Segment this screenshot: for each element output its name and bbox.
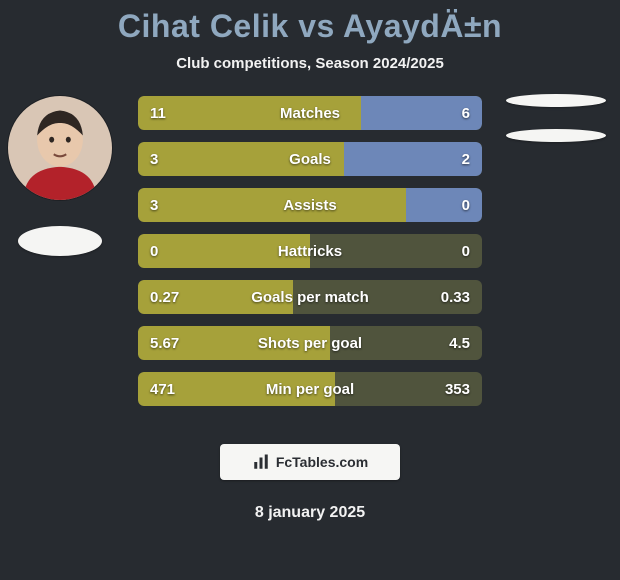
stat-row: 11 Matches 6 [138, 96, 482, 130]
branding-badge: FcTables.com [220, 444, 400, 480]
stat-row: 0.27 Goals per match 0.33 [138, 280, 482, 314]
stats-area: 11 Matches 6 3 Goals 2 3 Assists 0 0 Hattricks 0 0.2… [0, 96, 620, 416]
stat-value-left: 5.67 [150, 335, 179, 352]
stat-label: Goals per match [251, 289, 369, 306]
stat-value-right: 353 [445, 381, 470, 398]
stat-label: Matches [280, 105, 340, 122]
stat-value-right: 6 [462, 105, 470, 122]
flag-player-1 [18, 226, 102, 256]
stat-value-left: 3 [150, 197, 158, 214]
stat-label: Goals [289, 151, 331, 168]
stat-bars: 11 Matches 6 3 Goals 2 3 Assists 0 0 Hattricks 0 0.2… [138, 96, 482, 406]
stat-label: Min per goal [266, 381, 354, 398]
flag-player-2a [506, 94, 606, 107]
stat-value-left: 0.27 [150, 289, 179, 306]
flag-player-2b [506, 129, 606, 142]
stat-label: Shots per goal [258, 335, 362, 352]
branding-text: FcTables.com [276, 454, 368, 470]
stat-value-right: 0.33 [441, 289, 470, 306]
stat-value-right: 0 [462, 197, 470, 214]
stat-value-right: 4.5 [449, 335, 470, 352]
stat-right-fill [406, 188, 482, 222]
page-title: Cihat Celik vs AyaydÄ±n [0, 0, 620, 45]
avatar-player-2-flags [486, 94, 606, 142]
stat-row: 471 Min per goal 353 [138, 372, 482, 406]
avatar-player-1 [8, 96, 112, 200]
stat-row: 3 Assists 0 [138, 188, 482, 222]
bar-chart-icon [252, 453, 270, 471]
stat-row: 3 Goals 2 [138, 142, 482, 176]
stat-value-left: 0 [150, 243, 158, 260]
stat-label: Hattricks [278, 243, 342, 260]
stat-value-left: 3 [150, 151, 158, 168]
stat-value-left: 11 [150, 105, 166, 122]
stat-value-right: 2 [462, 151, 470, 168]
stat-left-fill [138, 188, 406, 222]
date-text: 8 january 2025 [0, 504, 620, 522]
stat-row: 5.67 Shots per goal 4.5 [138, 326, 482, 360]
avatar-placeholder-icon [8, 96, 112, 200]
stat-row: 0 Hattricks 0 [138, 234, 482, 268]
stat-value-right: 0 [462, 243, 470, 260]
stat-value-left: 471 [150, 381, 175, 398]
subtitle: Club competitions, Season 2024/2025 [0, 55, 620, 72]
stat-label: Assists [283, 197, 336, 214]
